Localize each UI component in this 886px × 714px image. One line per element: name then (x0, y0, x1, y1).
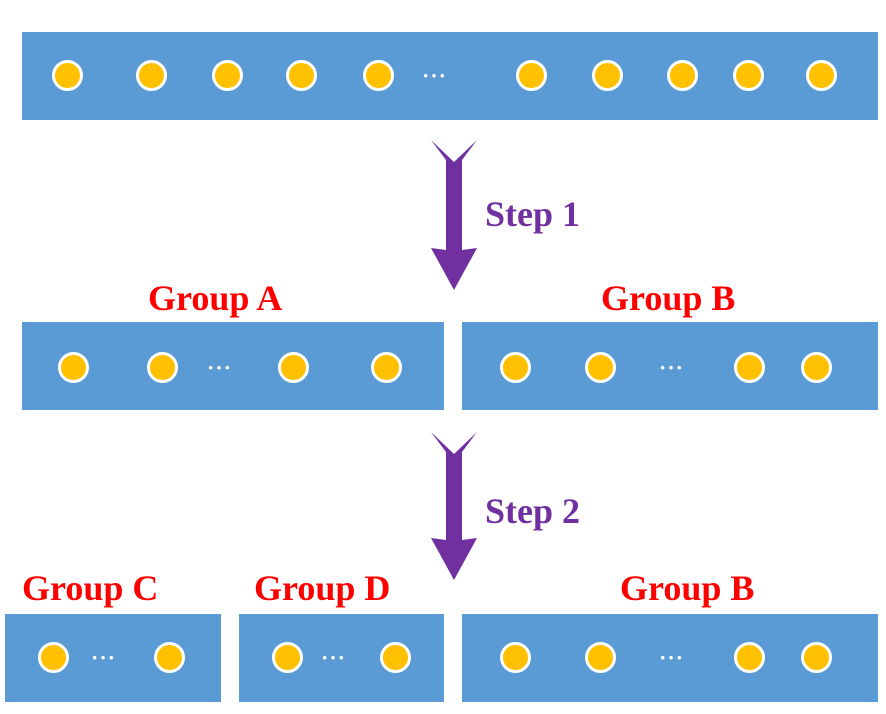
ellipsis: ··· (91, 645, 117, 670)
ellipsis: ··· (659, 645, 685, 670)
node (371, 352, 402, 383)
step2-arrow (431, 432, 477, 580)
node (38, 642, 69, 673)
group-c-label: Group C (22, 568, 159, 608)
node (278, 352, 309, 383)
group-b-bar: ··· (462, 322, 878, 410)
ellipsis: ··· (422, 63, 448, 88)
node (516, 60, 547, 91)
ellipsis: ··· (659, 355, 685, 380)
node (363, 60, 394, 91)
node (500, 352, 531, 383)
group-a-label: Group A (148, 278, 283, 318)
node (733, 60, 764, 91)
node (380, 642, 411, 673)
node (212, 60, 243, 91)
group-a-bar: ··· (22, 322, 444, 410)
node (734, 642, 765, 673)
group-c-bar: ··· (5, 614, 221, 702)
full-sequence-bar: ··· (22, 32, 878, 120)
node (136, 60, 167, 91)
step1-label: Step 1 (485, 194, 581, 234)
group-d-bar: ··· (239, 614, 444, 702)
node (592, 60, 623, 91)
group-b-label: Group B (601, 278, 736, 318)
node (585, 352, 616, 383)
group-d-label: Group D (254, 568, 391, 608)
group-b-bottom-bar: ··· (462, 614, 878, 702)
node (286, 60, 317, 91)
node (500, 642, 531, 673)
node (147, 352, 178, 383)
node (58, 352, 89, 383)
node (585, 642, 616, 673)
node (52, 60, 83, 91)
node (154, 642, 185, 673)
step1-arrow (431, 140, 477, 290)
node (734, 352, 765, 383)
step2-label: Step 2 (485, 491, 581, 531)
node (801, 352, 832, 383)
node (806, 60, 837, 91)
node (801, 642, 832, 673)
node (272, 642, 303, 673)
group-b-bottom-label: Group B (620, 568, 755, 608)
ellipsis: ··· (207, 355, 233, 380)
ellipsis: ··· (321, 645, 347, 670)
node (667, 60, 698, 91)
